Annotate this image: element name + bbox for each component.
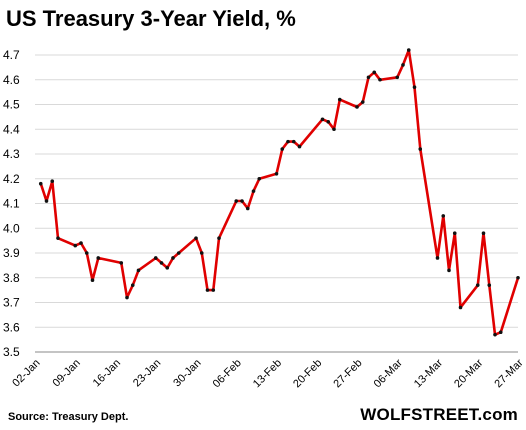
data-point <box>251 189 256 193</box>
data-point <box>366 75 371 80</box>
x-tick-label: 13-Feb <box>251 357 284 390</box>
x-tick-label: 16-Jan <box>91 357 123 389</box>
data-point <box>234 199 239 203</box>
data-point <box>337 97 342 102</box>
data-point <box>130 283 135 287</box>
brand-logo: WOLFSTREET.com <box>360 405 518 424</box>
y-tick-label: 3.5 <box>3 345 20 359</box>
data-point <box>79 241 83 245</box>
data-point <box>159 261 164 265</box>
gridlines <box>35 54 518 328</box>
x-tick-label: 13-Mar <box>412 357 445 390</box>
data-point <box>498 330 503 335</box>
data-point <box>412 85 417 89</box>
data-point <box>378 77 382 82</box>
data-point <box>401 63 405 67</box>
data-point <box>372 70 377 75</box>
x-tick-label: 20-Mar <box>452 357 485 390</box>
series-line <box>39 48 520 336</box>
data-point <box>90 278 95 283</box>
y-tick-label: 3.8 <box>3 271 20 285</box>
data-point <box>84 251 89 255</box>
x-tick-label: 23-Jan <box>131 357 163 389</box>
data-point <box>165 266 170 270</box>
y-tick-label: 4.2 <box>3 172 20 186</box>
data-point <box>280 147 285 151</box>
data-point <box>96 256 101 260</box>
data-point <box>50 179 55 184</box>
data-point <box>153 256 158 260</box>
data-point <box>487 283 492 287</box>
y-tick-label: 3.6 <box>3 320 20 334</box>
y-tick-label: 4.6 <box>3 73 20 87</box>
data-point <box>286 139 290 144</box>
data-point <box>194 236 198 240</box>
data-point <box>136 268 141 273</box>
data-point <box>458 305 463 310</box>
data-point <box>257 176 262 181</box>
data-point <box>274 172 279 176</box>
data-point <box>119 261 124 265</box>
x-tick-label: 30-Jan <box>171 357 203 389</box>
data-point <box>73 243 78 248</box>
x-tick-label: 09-Jan <box>51 357 83 389</box>
source-note: Source: Treasury Dept. <box>8 411 129 423</box>
data-point <box>395 75 400 80</box>
data-point <box>211 288 216 292</box>
y-tick-label: 3.7 <box>3 296 20 310</box>
x-tick-label: 02-Jan <box>10 357 42 389</box>
y-tick-label: 4.0 <box>3 221 20 235</box>
y-tick-label: 4.4 <box>3 122 20 136</box>
data-points <box>38 48 520 337</box>
x-tick-label: 06-Mar <box>372 357 405 390</box>
data-point <box>217 236 221 240</box>
data-point <box>56 236 60 240</box>
data-point <box>245 206 250 211</box>
data-point <box>360 100 365 104</box>
data-point <box>199 251 204 255</box>
y-tick-label: 4.3 <box>3 147 20 161</box>
x-tick-label: 06-Feb <box>211 357 244 390</box>
chart-title: US Treasury 3-Year Yield, % <box>6 6 296 31</box>
data-point <box>320 117 325 122</box>
data-point <box>441 214 446 218</box>
data-point <box>481 231 486 235</box>
x-tick-label: 27-Feb <box>331 357 364 390</box>
y-tick-label: 4.7 <box>3 48 20 62</box>
data-point <box>176 251 181 255</box>
x-tick-label: 20-Feb <box>291 357 324 390</box>
y-tick-label: 4.1 <box>3 197 20 211</box>
x-axis-tick-labels: 02-Jan 09-Jan 16-Jan 23-Jan 30-Jan 06-Feb 13-F… <box>10 357 526 390</box>
x-tick-label: 27-Mar <box>492 357 525 390</box>
y-tick-label: 4.5 <box>3 98 20 112</box>
data-point <box>44 199 49 203</box>
data-point <box>493 332 497 337</box>
y-tick-label: 3.9 <box>3 246 20 260</box>
data-point <box>171 256 175 260</box>
data-point <box>406 48 411 52</box>
data-point <box>205 288 210 292</box>
data-point <box>435 256 440 260</box>
data-point <box>332 127 336 132</box>
data-point <box>355 105 359 109</box>
data-point <box>475 283 480 287</box>
data-point <box>447 268 451 273</box>
data-point <box>516 275 520 280</box>
data-point <box>326 120 331 124</box>
data-point <box>291 139 296 144</box>
data-point <box>38 181 43 186</box>
data-point <box>125 295 129 300</box>
y-axis-tick-labels: 3.5 3.6 3.7 3.8 3.9 4.0 4.1 4.2 4.3 4.4 4.5 4.6 4.7 <box>3 48 20 359</box>
data-point <box>297 144 302 149</box>
data-point <box>452 231 457 235</box>
data-point <box>418 147 423 151</box>
data-point <box>240 199 244 203</box>
